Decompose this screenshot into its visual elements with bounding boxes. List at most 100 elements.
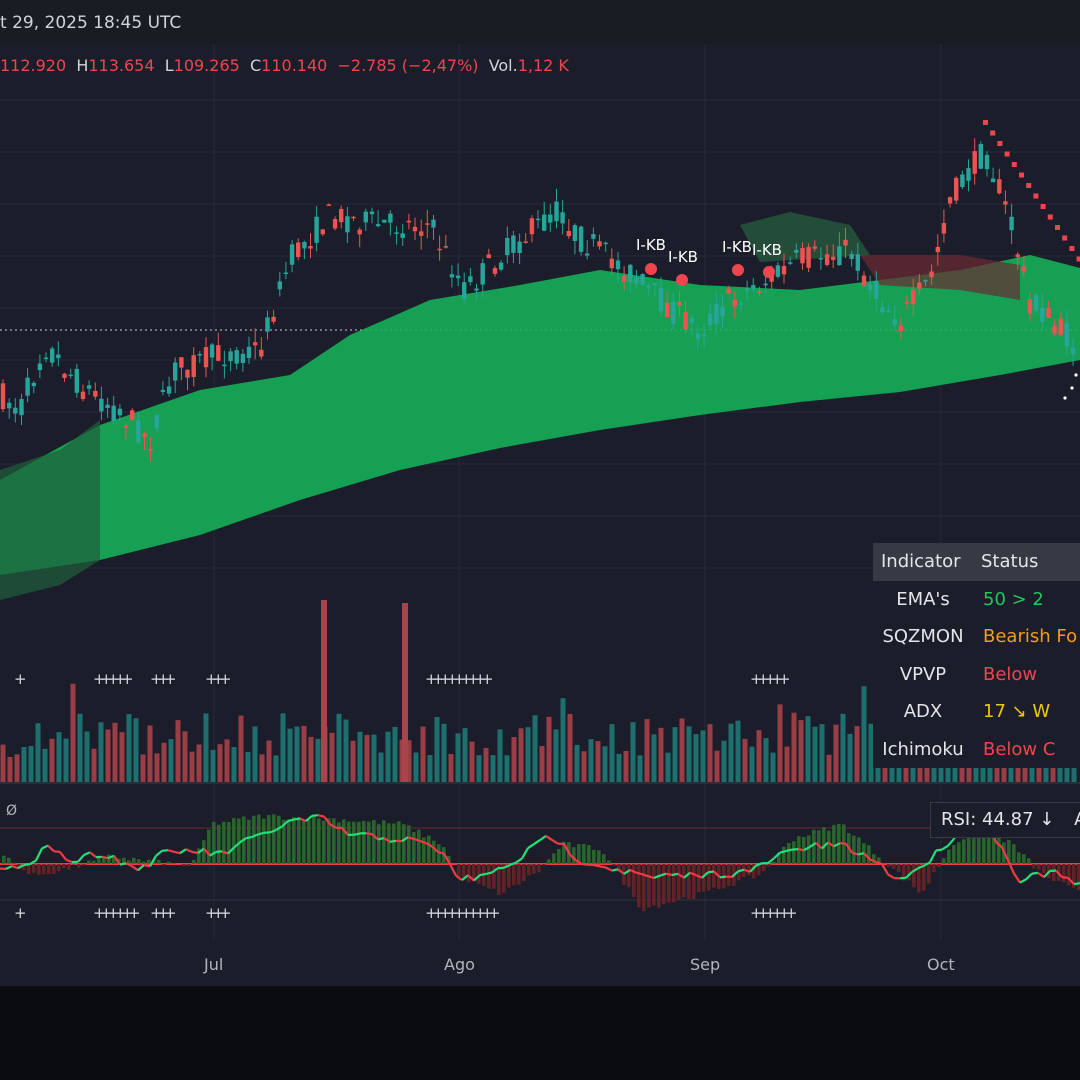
candle-body — [468, 276, 473, 283]
volume-bar — [287, 728, 293, 782]
candle-body — [775, 265, 781, 277]
hist-bar — [912, 864, 916, 888]
plus-marker: + — [785, 904, 798, 922]
rsi-line — [533, 839, 541, 846]
rsi-line — [767, 857, 775, 864]
plus-marker: + — [778, 670, 791, 688]
plus-marker: + — [425, 904, 438, 922]
candle-body — [203, 347, 209, 368]
hist-bar — [607, 860, 611, 864]
hist-bar — [1022, 854, 1026, 864]
volume-bar — [350, 740, 356, 782]
rsi-line — [551, 838, 559, 845]
rsi-line — [785, 848, 793, 853]
rsi-line — [509, 861, 517, 867]
rsi-line — [671, 872, 679, 877]
volume-bar — [119, 732, 125, 782]
candle-body — [369, 211, 375, 215]
candle-body — [394, 232, 399, 234]
hist-bar — [982, 829, 986, 864]
ikb-dot — [645, 263, 657, 275]
hist-bar — [507, 864, 511, 888]
candle-body — [904, 302, 910, 304]
candle-body — [375, 224, 381, 227]
hist-bar — [137, 859, 141, 864]
rsi-line — [887, 873, 895, 880]
volume-bar — [742, 738, 748, 782]
plus-marker: + — [205, 904, 218, 922]
candle-body — [455, 275, 461, 279]
plus-marker: + — [460, 670, 473, 688]
hist-bar — [992, 834, 996, 864]
plus-marker: + — [164, 904, 177, 922]
volume-bar — [686, 726, 692, 782]
ichimoku-cloud — [0, 212, 1080, 600]
close-label: C — [249, 56, 262, 75]
rsi-line — [83, 851, 91, 857]
rsi-line — [659, 872, 667, 877]
candle-body — [923, 280, 928, 282]
hist-bar — [192, 860, 196, 864]
hist-bar — [972, 830, 976, 864]
candle-body — [898, 325, 904, 331]
volume-bar — [385, 731, 391, 782]
plus-marker: + — [771, 670, 784, 688]
rsi-line — [53, 850, 61, 853]
hist-bar — [42, 864, 46, 875]
hist-bar — [892, 864, 896, 869]
volume-bar — [707, 724, 713, 782]
rsi-line — [815, 842, 823, 850]
candle-body — [529, 218, 535, 235]
volume-bar — [49, 738, 55, 782]
rsi-line — [503, 864, 511, 869]
candle-body — [535, 218, 541, 221]
hist-bar — [312, 816, 316, 864]
sar-dot — [1062, 235, 1068, 241]
candle-body — [130, 410, 135, 420]
rsi-line — [857, 852, 865, 856]
volume-bar — [525, 727, 531, 782]
volume-bar — [0, 744, 6, 782]
volume-bar — [581, 751, 587, 782]
hist-bar — [1077, 864, 1080, 891]
hist-bar — [287, 819, 291, 864]
candle-body — [738, 303, 744, 305]
candle-body — [1070, 347, 1076, 354]
candle-body — [240, 353, 246, 363]
hist-bar — [267, 815, 271, 864]
volume-bar — [679, 718, 685, 782]
candle-body — [818, 258, 824, 260]
hist-bar — [262, 818, 266, 864]
rsi-line — [269, 829, 277, 834]
hist-bar — [397, 821, 401, 864]
rsi-line — [131, 865, 139, 872]
candle-body — [671, 301, 676, 324]
plus-marker: + — [474, 904, 487, 922]
volume-bar — [336, 713, 342, 782]
indicator-table: Indicator Status EMA's 50 > 2 SQZMON Bearis… — [873, 543, 1080, 768]
rsi-line — [491, 867, 499, 874]
plus-marker: + — [164, 670, 177, 688]
rsi-line — [1031, 871, 1039, 875]
plus-marker: + — [93, 670, 106, 688]
rsi-line — [749, 864, 757, 873]
volume-bar — [133, 718, 139, 782]
plus-marker: + — [764, 904, 777, 922]
rsi-line — [653, 874, 661, 879]
candle-body — [351, 216, 356, 219]
volume-bar — [504, 755, 510, 782]
candle-body — [701, 334, 707, 337]
candle-body — [56, 354, 61, 359]
hist-bar — [437, 844, 441, 864]
hist-bar — [787, 843, 791, 864]
zero-symbol: Ø — [6, 803, 17, 819]
rsi-line — [941, 844, 949, 851]
hist-bar — [1062, 864, 1066, 883]
candle-body — [123, 425, 129, 428]
volume-bar — [539, 746, 545, 782]
plus-marker: + — [205, 670, 218, 688]
volume-bar — [455, 733, 461, 782]
volume-bar — [1071, 756, 1077, 782]
